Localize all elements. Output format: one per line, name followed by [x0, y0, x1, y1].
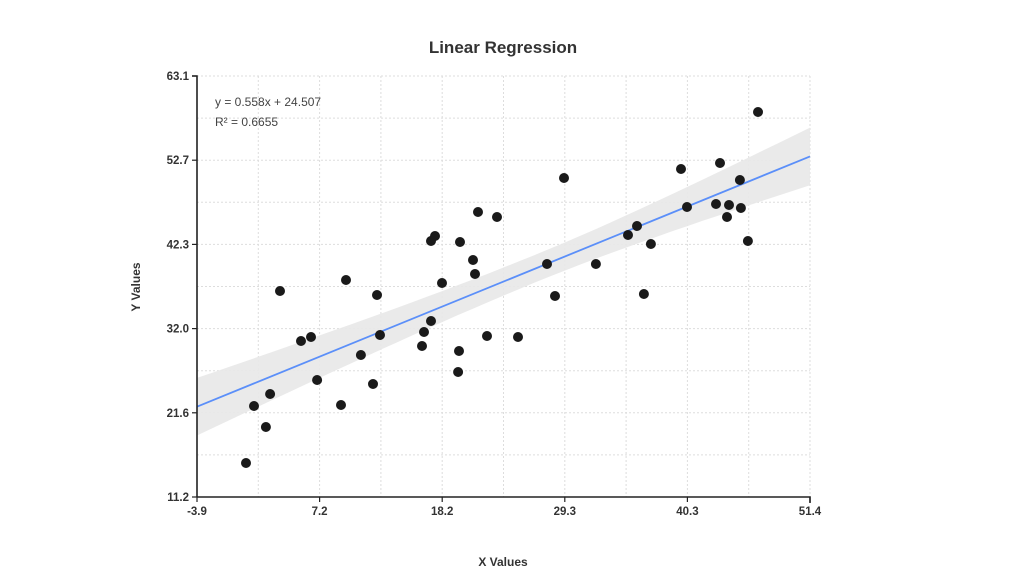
data-point[interactable]: [265, 389, 276, 399]
y-tick-label: 32.0: [167, 324, 189, 336]
x-axis-title: X Values: [478, 555, 528, 569]
data-point[interactable]: [470, 269, 480, 279]
y-axis-line: [192, 75, 198, 497]
data-point[interactable]: [312, 375, 323, 385]
chart-title: Linear Regression: [429, 38, 577, 57]
y-axis-ticks: 11.2 21.6 32.0 42.3 52.7 63.1: [167, 71, 197, 504]
data-point[interactable]: [590, 259, 601, 269]
data-point[interactable]: [734, 175, 745, 185]
data-point[interactable]: [372, 290, 382, 300]
y-axis-title: Y Values: [129, 262, 143, 311]
data-point[interactable]: [623, 230, 633, 240]
r-squared-label: R² = 0.6655: [215, 115, 278, 129]
x-tick-label: -3.9: [187, 506, 207, 518]
data-point[interactable]: [296, 336, 306, 346]
data-point[interactable]: [722, 212, 732, 222]
x-tick-label: 40.3: [676, 506, 698, 518]
regression-line: [196, 155, 811, 408]
data-point[interactable]: [249, 401, 259, 411]
data-point[interactable]: [417, 341, 427, 351]
data-point[interactable]: [550, 291, 560, 301]
data-point[interactable]: [473, 207, 483, 217]
data-point[interactable]: [676, 164, 686, 174]
x-tick-label: 29.3: [554, 506, 576, 518]
data-point[interactable]: [306, 332, 316, 342]
y-tick-label: 11.2: [167, 492, 189, 504]
x-tick-label: 18.2: [431, 506, 453, 518]
data-point[interactable]: [241, 458, 251, 468]
data-point[interactable]: [715, 158, 725, 168]
y-tick-label: 21.6: [167, 408, 189, 420]
data-point[interactable]: [742, 236, 753, 246]
data-point[interactable]: [542, 259, 552, 269]
data-point[interactable]: [559, 173, 569, 183]
data-point[interactable]: [482, 331, 492, 341]
data-point[interactable]: [275, 286, 285, 296]
data-point[interactable]: [682, 202, 692, 212]
y-tick-label: 42.3: [167, 239, 189, 251]
x-tick-label: 7.2: [312, 506, 328, 518]
data-point[interactable]: [645, 239, 656, 249]
data-point[interactable]: [711, 199, 721, 209]
data-point[interactable]: [513, 332, 523, 342]
data-point[interactable]: [260, 422, 271, 432]
data-point[interactable]: [753, 107, 763, 117]
data-point[interactable]: [492, 212, 502, 222]
regression-line-path: [196, 155, 811, 408]
x-axis-ticks: -3.9 7.2 18.2 29.3 40.3 51.4: [187, 497, 822, 518]
data-point[interactable]: [355, 350, 366, 360]
data-point[interactable]: [336, 400, 346, 410]
data-point[interactable]: [735, 203, 746, 213]
data-points: [241, 107, 763, 468]
data-point[interactable]: [632, 221, 642, 231]
data-point[interactable]: [455, 237, 465, 247]
x-axis-line: [197, 496, 811, 503]
data-point[interactable]: [454, 346, 464, 356]
data-point[interactable]: [430, 231, 440, 241]
y-tick-label: 52.7: [167, 155, 189, 167]
y-tick-label: 63.1: [167, 71, 190, 83]
regression-equation: y = 0.558x + 24.507: [215, 95, 321, 109]
data-point[interactable]: [375, 330, 385, 340]
data-point[interactable]: [724, 200, 734, 210]
data-point[interactable]: [437, 278, 447, 288]
data-point[interactable]: [638, 289, 649, 299]
data-point[interactable]: [468, 255, 478, 265]
data-point[interactable]: [426, 316, 436, 326]
data-point[interactable]: [453, 367, 464, 377]
data-point[interactable]: [368, 379, 378, 389]
data-point[interactable]: [419, 327, 429, 337]
x-tick-label: 51.4: [799, 506, 822, 518]
data-point[interactable]: [341, 275, 351, 285]
